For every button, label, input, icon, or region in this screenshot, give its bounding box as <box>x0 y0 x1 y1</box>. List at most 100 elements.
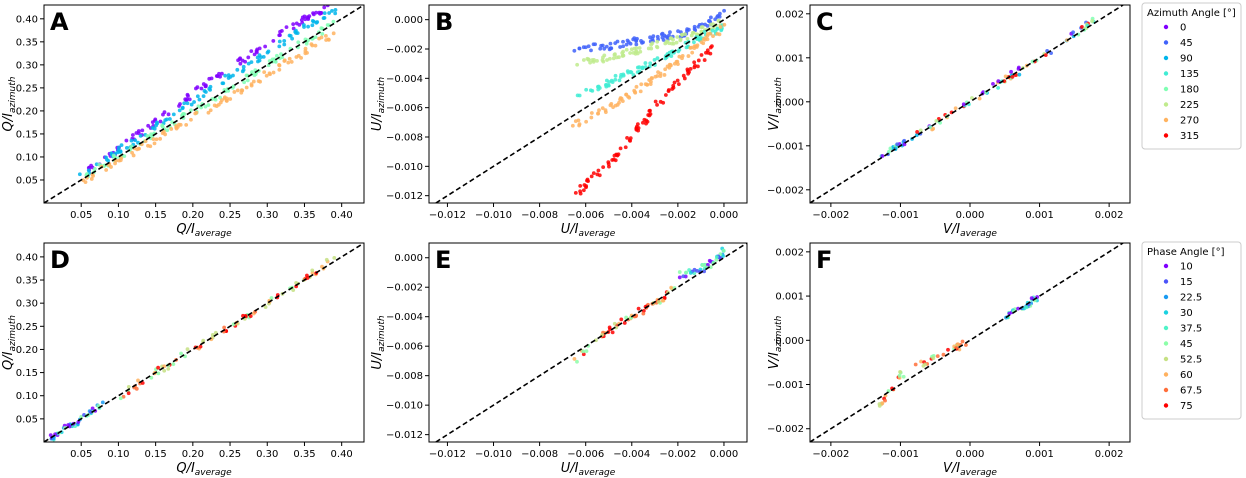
data-point <box>648 61 653 66</box>
data-point <box>163 118 168 123</box>
x-tick-label: 0.000 <box>710 210 739 221</box>
data-point <box>333 11 338 16</box>
data-point <box>619 317 624 322</box>
legend-marker <box>1163 387 1169 393</box>
data-point <box>169 127 174 131</box>
reference-line <box>44 5 364 203</box>
y-tick-label: −0.006 <box>386 342 423 353</box>
data-point <box>702 58 707 62</box>
data-point <box>187 97 192 102</box>
data-point <box>156 371 161 376</box>
data-point <box>626 40 631 44</box>
data-point <box>584 349 589 354</box>
data-point <box>651 34 656 39</box>
data-point <box>325 5 330 8</box>
legend-label: 60 <box>1180 370 1193 381</box>
y-tick-label: 0.25 <box>16 83 38 94</box>
data-point <box>573 190 578 195</box>
legend-label: 315 <box>1180 131 1199 142</box>
data-point <box>319 35 324 40</box>
y-tick-label: 0.15 <box>16 129 38 140</box>
data-point <box>946 347 950 352</box>
data-point <box>656 299 661 304</box>
data-point <box>662 295 667 300</box>
data-point <box>239 88 244 93</box>
data-point <box>575 93 580 98</box>
y-tick-label: 0.25 <box>16 322 38 333</box>
data-point <box>156 365 161 370</box>
data-point <box>171 112 176 117</box>
legend-title: Azimuth Angle [°] <box>1147 8 1236 19</box>
data-point <box>162 110 167 115</box>
data-point <box>629 47 634 52</box>
data-point <box>671 41 676 46</box>
data-point <box>877 403 882 408</box>
data-point <box>604 44 609 49</box>
data-point <box>623 145 628 150</box>
data-point <box>1024 305 1029 310</box>
data-point <box>640 66 645 70</box>
data-point <box>249 82 254 87</box>
data-point <box>166 112 171 117</box>
y-tick-label: 0.002 <box>775 247 804 258</box>
data-point <box>586 179 590 184</box>
data-point <box>145 134 150 138</box>
data-point <box>718 25 723 29</box>
data-point <box>584 119 589 124</box>
y-tick-label: 0.10 <box>16 391 38 402</box>
legend-label: 75 <box>1180 401 1193 412</box>
y-tick-label: −0.012 <box>386 191 423 202</box>
data-point <box>584 87 589 92</box>
data-point <box>194 86 198 91</box>
data-point <box>1017 72 1022 77</box>
data-point <box>589 111 594 115</box>
data-point <box>252 73 257 78</box>
data-point <box>302 14 307 19</box>
data-point <box>596 111 600 116</box>
azimuth-legend: Azimuth Angle [°] 0 45 90 135 180 225 270 315 <box>1141 2 1242 150</box>
data-point <box>656 70 660 75</box>
data-point <box>681 274 686 279</box>
data-point <box>226 88 231 93</box>
data-point <box>277 39 282 44</box>
data-point <box>582 183 587 187</box>
data-point <box>635 65 640 70</box>
x-tick-label: −0.008 <box>521 210 558 221</box>
data-point <box>708 51 713 56</box>
legend-marker <box>1163 372 1169 377</box>
data-point <box>931 126 936 131</box>
data-point <box>321 16 326 21</box>
data-point <box>277 63 282 68</box>
data-point <box>203 90 208 94</box>
data-point <box>686 54 691 58</box>
data-point <box>246 55 251 60</box>
data-point <box>626 94 630 99</box>
x-tick-label: 0.10 <box>107 210 129 221</box>
data-point <box>694 45 699 49</box>
legend-marker <box>1163 117 1169 123</box>
data-point <box>268 72 272 77</box>
data-point <box>692 65 697 70</box>
data-point <box>610 330 615 335</box>
x-tick-label: 0.05 <box>70 210 92 221</box>
data-point <box>607 47 612 52</box>
data-point <box>650 76 654 81</box>
data-point <box>146 123 151 128</box>
data-point <box>241 67 246 72</box>
data-point <box>140 128 145 133</box>
data-point <box>249 49 254 54</box>
y-tick-label: 0.20 <box>16 345 38 356</box>
data-point <box>148 144 153 149</box>
data-point <box>669 54 674 58</box>
data-point <box>238 61 243 66</box>
y-tick-label: 0.000 <box>775 336 804 347</box>
data-point <box>261 54 266 59</box>
data-point <box>635 36 639 41</box>
y-tick-label: 0.35 <box>16 276 38 287</box>
data-point <box>602 46 607 51</box>
data-point <box>633 51 638 56</box>
legend-label: 135 <box>1180 69 1199 80</box>
data-point <box>631 37 636 42</box>
data-point <box>897 373 902 378</box>
data-point <box>722 22 727 27</box>
